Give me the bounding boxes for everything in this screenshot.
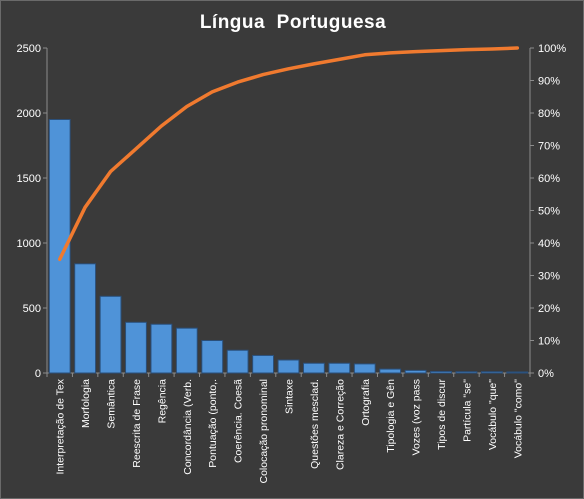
- category-label: Partícula "se": [461, 379, 473, 442]
- bar: [252, 354, 275, 374]
- bar: [328, 362, 351, 374]
- right-tick-label: 70%: [538, 141, 560, 153]
- bar: [430, 370, 452, 374]
- bar: [201, 340, 224, 374]
- bar: [277, 359, 300, 374]
- left-tick-label: 1000: [17, 238, 41, 250]
- bar: [404, 369, 427, 374]
- right-tick-label: 40%: [538, 238, 560, 250]
- category-label: Semântica: [106, 379, 118, 429]
- category-label: Vocábulo "que": [487, 379, 499, 450]
- bar: [175, 327, 198, 374]
- bar: [226, 349, 249, 374]
- right-tick-label: 80%: [538, 108, 560, 120]
- right-tick-label: 30%: [538, 271, 560, 283]
- category-label: Vocábulo "como": [512, 379, 524, 459]
- right-tick-label: 50%: [538, 206, 560, 218]
- left-tick-label: 2500: [17, 43, 41, 55]
- bar: [480, 371, 503, 374]
- bar: [353, 363, 376, 374]
- category-label: Reescrita de Frase: [131, 379, 143, 468]
- bar: [150, 323, 173, 374]
- cumulative-line-path: [57, 46, 520, 262]
- category-label: Clareza e Correção: [334, 379, 346, 470]
- left-tick-label: 1500: [17, 173, 41, 185]
- bar: [379, 368, 402, 374]
- bar: [455, 371, 478, 374]
- right-tick-label: 0%: [538, 368, 554, 380]
- right-axis-ticks: 0% 10% 20% 30% 40% 50% 60% 70% 80% 90% 100%: [530, 43, 566, 380]
- category-label: Concordância (Verb.: [182, 379, 194, 475]
- bar: [506, 371, 529, 374]
- category-label: Morfologia: [80, 379, 92, 428]
- cumulative-line: [57, 46, 520, 262]
- left-axis-ticks: 0 500 1000 1500 2000 2500: [17, 43, 47, 380]
- category-label: Coerência. Coesã: [233, 379, 245, 463]
- category-label: Colocação pronominal: [258, 379, 270, 483]
- right-tick-label: 90%: [538, 76, 560, 88]
- right-tick-label: 60%: [538, 173, 560, 185]
- bar: [125, 321, 147, 374]
- category-label: Regência: [156, 379, 168, 424]
- right-tick-label: 10%: [538, 336, 560, 348]
- left-tick-label: 2000: [17, 108, 41, 120]
- right-tick-label: 20%: [538, 303, 560, 315]
- bar: [302, 362, 325, 374]
- left-tick-label: 0: [35, 368, 41, 380]
- bar: [99, 295, 122, 374]
- category-label: Tipologia e Gên: [385, 379, 397, 453]
- right-tick-label: 100%: [538, 43, 566, 55]
- left-tick-label: 500: [23, 303, 41, 315]
- chart-title: Língua Portuguesa: [200, 12, 386, 33]
- bar: [74, 263, 97, 374]
- category-label: Ortografia: [360, 379, 372, 426]
- category-label: Interpretação de Tex: [55, 378, 67, 474]
- category-label: Pontuação (ponto,.: [207, 379, 219, 468]
- category-label: Sintaxe: [284, 379, 296, 414]
- bars: [48, 119, 529, 374]
- category-label: Questões mesclad.: [309, 379, 321, 469]
- category-label: Vozes (voz pass: [411, 379, 423, 455]
- category-labels: Interpretação de Tex Morfologia Semântica R…: [46, 373, 531, 483]
- bar: [48, 119, 71, 374]
- category-label: Tipos de discur: [436, 379, 448, 450]
